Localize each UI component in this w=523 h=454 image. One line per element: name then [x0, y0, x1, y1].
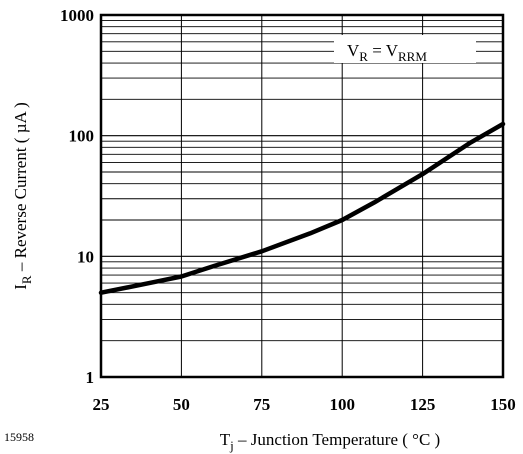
label-main: I [11, 284, 30, 290]
annotation-label: VR = VRRM [347, 41, 427, 64]
y-tick-labels: 1 10 100 1000 [60, 6, 94, 387]
x-tick-label: 75 [253, 395, 270, 414]
annotation-group: VR = VRRM [334, 35, 476, 64]
label-main: T [220, 430, 231, 449]
y-tick-label: 1000 [60, 6, 94, 25]
grid [100, 15, 504, 378]
y-tick-label: 1 [86, 368, 95, 387]
figure-number: 15958 [4, 430, 34, 444]
annotation-background [334, 35, 476, 63]
annotation-text: V [347, 41, 360, 60]
label-rest: – Junction Temperature ( °C ) [234, 430, 440, 449]
y-tick-label: 100 [69, 127, 95, 146]
label-rest: – Reverse Current ( µA ) [11, 102, 30, 275]
x-tick-label: 150 [490, 395, 516, 414]
series-line [98, 121, 506, 295]
annotation-text: = V [368, 41, 399, 60]
annotation-subscript: R [359, 49, 368, 64]
plot-frame [99, 13, 505, 379]
label-subscript: R [19, 275, 34, 284]
series-layer [98, 121, 506, 295]
x-tick-label: 100 [329, 395, 355, 414]
y-axis-title: IR – Reverse Current ( µA ) [11, 102, 34, 289]
x-tick-label: 25 [93, 395, 110, 414]
x-tick-label: 50 [173, 395, 190, 414]
annotation-subscript: RRM [398, 49, 427, 64]
x-tick-label: 125 [410, 395, 436, 414]
x-axis-title: Tj – Junction Temperature ( °C ) [220, 430, 440, 453]
label-subscript: j [229, 438, 234, 453]
x-tick-labels: 25 50 75 100 125 150 [93, 395, 516, 414]
y-tick-label: 10 [77, 247, 94, 266]
